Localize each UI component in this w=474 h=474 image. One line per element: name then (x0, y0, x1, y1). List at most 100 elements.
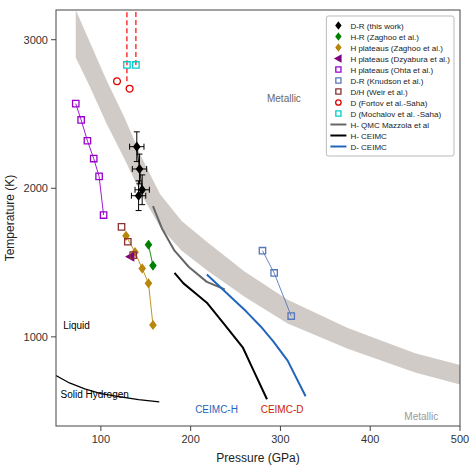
marker (124, 62, 130, 68)
marker (136, 192, 142, 200)
legend-swatch (336, 33, 341, 39)
chart: 100200300400500100020003000Pressure (GPa… (0, 0, 474, 474)
legend: D-R (this work) H-R (Zaghoo et al.) H plat… (326, 16, 454, 156)
series-line (262, 251, 291, 316)
legend-label: D- CEIMC (350, 143, 387, 152)
marker (126, 85, 133, 92)
legend-label: H plateaus (Ohta et al.) (350, 66, 433, 75)
legend-swatch (336, 67, 341, 72)
y-tick-label: 1000 (24, 331, 48, 343)
legend-swatch (336, 111, 341, 116)
marker (139, 265, 145, 273)
legend-swatch (336, 78, 341, 83)
marker (136, 165, 142, 173)
x-tick (280, 426, 281, 431)
legend-swatch (336, 100, 341, 105)
legend-swatch (336, 89, 341, 94)
series-line (135, 10, 136, 65)
annotation: CEIMC-D (261, 404, 304, 415)
marker (145, 279, 151, 287)
x-tick-label: 200 (181, 433, 199, 445)
error-bar-x (135, 187, 149, 193)
annotation: Metallic (267, 93, 301, 104)
marker (145, 241, 151, 249)
series-line (126, 10, 127, 81)
legend-label: D (Fortov et al.-Saha) (350, 99, 427, 108)
error-bar-y (139, 175, 145, 205)
marker (114, 78, 121, 85)
plot-frame (56, 10, 460, 426)
marker (78, 117, 84, 123)
legend-label: H plateaus (Dzyabura et al.) (350, 55, 450, 64)
error-bar-x (132, 166, 146, 172)
y-axis-label: Temperature (K) (3, 175, 17, 262)
plot-data (56, 10, 460, 402)
plot-background (56, 10, 460, 426)
marker (259, 247, 265, 253)
marker (84, 138, 90, 144)
y-tick-label: 2000 (24, 182, 48, 194)
x-tick-label: 300 (271, 433, 289, 445)
x-tick-label: 500 (451, 433, 469, 445)
y-tick-label: 3000 (24, 34, 48, 46)
series-line (56, 375, 159, 401)
annotation: Liquid (63, 320, 90, 331)
error-bar-y (136, 154, 142, 184)
annotation: Solid Hydrogen (60, 389, 128, 400)
legend-swatch (336, 22, 341, 28)
annotation: Metallic (404, 411, 438, 422)
legend-label: D-R (Knudson et al.) (350, 77, 423, 86)
x-tick (460, 426, 461, 431)
band-area (76, 10, 460, 384)
marker (96, 173, 102, 179)
legend-label: D-R (this work) (350, 22, 404, 31)
legend-box (326, 16, 454, 156)
marker (125, 239, 131, 245)
marker (133, 62, 139, 68)
legend-swatch (330, 146, 346, 148)
y-tick (51, 188, 56, 189)
series-line (153, 206, 225, 289)
error-bar-y (136, 181, 142, 211)
line-layer (56, 10, 306, 402)
legend-swatch (336, 44, 341, 50)
legend-label: H- QMC Mazzola et al (350, 121, 429, 130)
error-bar-x (130, 144, 144, 150)
legend-label: D/H (Weir et al.) (350, 88, 408, 97)
marker (100, 212, 106, 218)
marker (130, 252, 136, 258)
legend-label: H plateaus (Zaghoo et al.) (350, 44, 443, 53)
marker (150, 262, 156, 270)
legend-label: D (Mochalov et al. -Saha) (350, 110, 441, 119)
marker-layer (73, 62, 295, 329)
marker (288, 313, 294, 319)
series-line (126, 236, 153, 325)
x-tick (100, 426, 101, 431)
series-line (76, 104, 104, 215)
error-bar-x (131, 193, 145, 199)
area-layer (76, 10, 460, 384)
legend-label: H- CEIMC (350, 132, 387, 141)
marker (150, 321, 156, 329)
series-line (207, 274, 306, 396)
marker (139, 186, 145, 194)
marker (134, 143, 140, 151)
legend-swatch (335, 55, 341, 61)
legend-swatch (330, 135, 346, 137)
annotation: CEIMC-H (195, 404, 238, 415)
errorbar-layer (130, 132, 150, 211)
x-axis-label: Pressure (GPa) (216, 451, 299, 465)
error-bar-y (134, 132, 140, 162)
x-tick-label: 100 (92, 433, 110, 445)
marker (73, 100, 79, 106)
marker (118, 224, 124, 230)
y-tick (51, 39, 56, 40)
legend-swatch (330, 124, 346, 126)
marker (271, 270, 277, 276)
series-line (175, 273, 267, 399)
marker (91, 155, 97, 161)
x-tick (190, 426, 191, 431)
x-tick (370, 426, 371, 431)
legend-label: H-R (Zaghoo et al.) (350, 33, 419, 42)
y-tick (51, 336, 56, 337)
